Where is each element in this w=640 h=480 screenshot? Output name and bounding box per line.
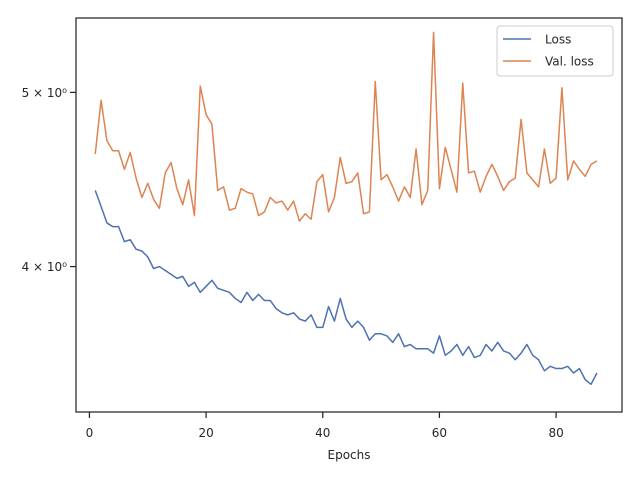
- axes-frame: [75, 17, 623, 413]
- series-line-val-loss: [94, 31, 598, 222]
- x-tick-label: 40: [315, 426, 330, 440]
- x-axis-label: Epochs: [328, 448, 371, 462]
- x-tick-label: 80: [548, 426, 563, 440]
- x-tick-label: 20: [198, 426, 213, 440]
- x-tick-label: 0: [86, 426, 94, 440]
- y-axis-ticks: 4 × 10⁰ 5 × 10⁰: [22, 86, 76, 274]
- y-tick-label: 5 × 10⁰: [22, 86, 68, 100]
- x-axis-ticks: 0 20 40 60 80: [86, 412, 564, 440]
- legend: Loss Val. loss: [496, 25, 614, 77]
- y-tick-label: 4 × 10⁰: [22, 260, 68, 274]
- legend-label-val-loss: Val. loss: [545, 55, 594, 69]
- legend-label-loss: Loss: [545, 33, 571, 47]
- series-line-loss: [94, 190, 598, 386]
- x-tick-label: 60: [432, 426, 447, 440]
- plot-area: [75, 17, 623, 413]
